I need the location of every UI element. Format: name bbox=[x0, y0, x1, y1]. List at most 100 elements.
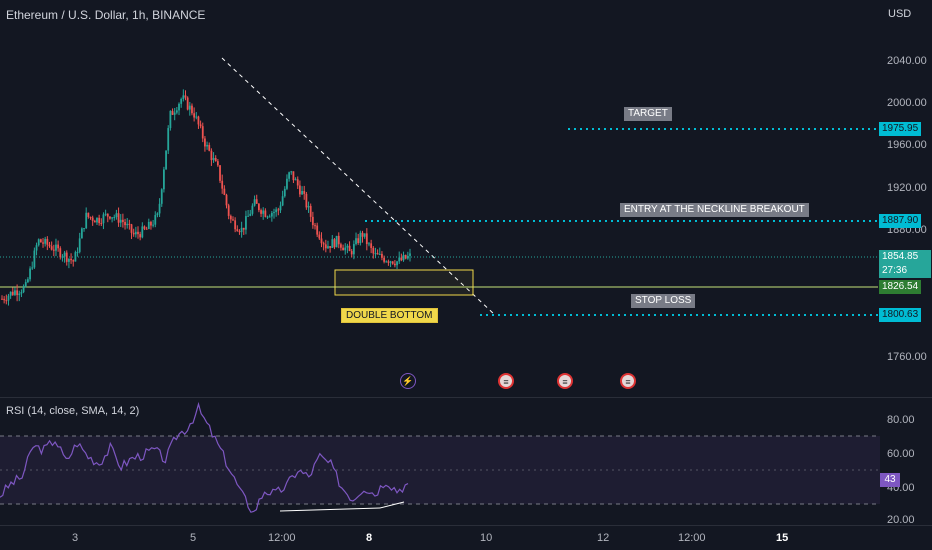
entry-annotation[interactable]: ENTRY AT THE NECKLINE BREAKOUT bbox=[620, 203, 809, 217]
candle-body bbox=[277, 209, 280, 211]
candle-body bbox=[253, 199, 256, 206]
candle-body bbox=[117, 213, 120, 223]
candle-body bbox=[368, 243, 370, 245]
candle-body bbox=[393, 263, 396, 266]
candle-body bbox=[3, 298, 6, 301]
candle-body bbox=[251, 205, 254, 214]
candle-body bbox=[309, 205, 312, 217]
candle-body bbox=[186, 97, 189, 110]
currency-label: USD bbox=[888, 8, 912, 20]
rsi-tick: 60.00 bbox=[887, 448, 915, 460]
candle-body bbox=[143, 226, 146, 229]
candle-body bbox=[195, 116, 198, 118]
candle-body bbox=[171, 110, 174, 115]
candle-body bbox=[255, 199, 258, 204]
us-flag-icon[interactable]: ≡ bbox=[620, 373, 636, 389]
candle-body bbox=[400, 257, 403, 261]
target-annotation[interactable]: TARGET bbox=[624, 107, 672, 121]
candle-body bbox=[329, 246, 332, 248]
double-bottom-annotation[interactable]: DOUBLE BOTTOM bbox=[341, 308, 438, 323]
time-tick: 10 bbox=[480, 532, 493, 544]
candle-body bbox=[324, 244, 327, 249]
candle-body bbox=[7, 295, 10, 301]
candle-body bbox=[234, 220, 237, 230]
candle-body bbox=[320, 238, 323, 244]
candle-body bbox=[236, 229, 239, 232]
candle-body bbox=[188, 105, 191, 110]
candle-body bbox=[150, 221, 152, 226]
candle-body bbox=[109, 216, 111, 219]
rsi-tick: 80.00 bbox=[887, 414, 915, 426]
candle-body bbox=[238, 231, 241, 233]
candle-body bbox=[126, 223, 129, 226]
candle-body bbox=[139, 234, 142, 238]
candle-body bbox=[160, 189, 163, 204]
rsi-tick: 20.00 bbox=[887, 514, 915, 526]
candle-body bbox=[342, 247, 344, 251]
candle-body bbox=[355, 238, 357, 245]
candle-body bbox=[314, 225, 316, 227]
candle-body bbox=[305, 193, 308, 208]
candle-body bbox=[158, 203, 161, 214]
stop-loss-annotation[interactable]: STOP LOSS bbox=[631, 294, 696, 308]
candle-body bbox=[163, 169, 165, 190]
candle-body bbox=[65, 252, 68, 262]
time-tick: 12:00 bbox=[678, 532, 706, 544]
candle-body bbox=[57, 244, 60, 249]
candle-body bbox=[370, 243, 373, 248]
candle-body bbox=[27, 279, 29, 283]
candle-body bbox=[331, 239, 334, 248]
candle-body bbox=[152, 224, 155, 226]
candle-body bbox=[134, 231, 137, 235]
candle-body bbox=[318, 234, 321, 239]
candle-body bbox=[340, 244, 342, 248]
candle-body bbox=[98, 217, 101, 224]
current-price-value: 1854.85 bbox=[882, 251, 919, 262]
candle-body bbox=[257, 203, 260, 211]
candle-body bbox=[169, 110, 172, 129]
lightning-icon[interactable]: ⚡ bbox=[400, 373, 416, 389]
candle-body bbox=[227, 205, 230, 216]
candle-body bbox=[191, 105, 193, 114]
trendline-descending bbox=[221, 57, 496, 316]
time-tick: 3 bbox=[72, 532, 79, 544]
candle-body bbox=[361, 232, 364, 237]
double-bottom-box[interactable] bbox=[334, 269, 474, 296]
rsi-chart[interactable] bbox=[0, 398, 880, 523]
price-tick: 1960.00 bbox=[887, 139, 927, 151]
candle-body bbox=[322, 243, 325, 245]
candle-body bbox=[52, 249, 55, 251]
candle-body bbox=[303, 191, 306, 194]
candle-body bbox=[9, 291, 12, 296]
candle-body bbox=[184, 95, 187, 98]
candle-body bbox=[376, 253, 379, 255]
candle-body bbox=[145, 228, 148, 230]
candle-body bbox=[128, 223, 131, 225]
candle-body bbox=[232, 219, 234, 221]
candle-body bbox=[223, 188, 226, 195]
candle-body bbox=[292, 171, 295, 181]
candle-body bbox=[193, 113, 196, 118]
candle-body bbox=[199, 124, 202, 127]
candle-body bbox=[132, 232, 135, 235]
candle-body bbox=[24, 282, 27, 287]
us-flag-icon[interactable]: ≡ bbox=[557, 373, 573, 389]
price-tick: 2040.00 bbox=[887, 55, 927, 67]
candle-body bbox=[344, 247, 347, 251]
candle-body bbox=[130, 224, 133, 233]
candle-body bbox=[212, 157, 215, 161]
price-chart[interactable] bbox=[0, 0, 932, 400]
us-flag-icon[interactable]: ≡ bbox=[498, 373, 514, 389]
candle-body bbox=[165, 150, 167, 170]
candles-group bbox=[1, 89, 411, 306]
candle-body bbox=[357, 238, 360, 243]
time-tick: 12:00 bbox=[268, 532, 296, 544]
candle-body bbox=[294, 179, 297, 181]
candle-body bbox=[398, 257, 401, 262]
candle-body bbox=[63, 252, 66, 257]
candle-body bbox=[404, 254, 407, 259]
pane-separator[interactable] bbox=[0, 397, 932, 398]
candle-body bbox=[106, 213, 109, 217]
time-axis-border bbox=[0, 525, 932, 526]
candle-body bbox=[337, 235, 340, 245]
